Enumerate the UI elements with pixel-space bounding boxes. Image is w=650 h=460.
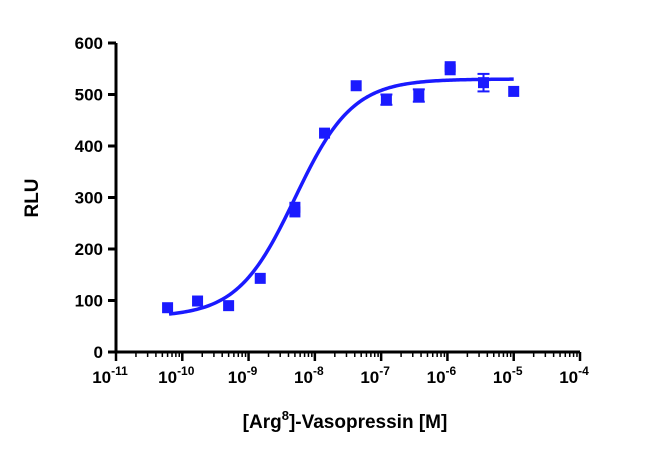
data-point [192,295,204,307]
data-point [413,90,425,102]
y-tick-label: 400 [75,137,103,156]
y-tick-label: 100 [75,292,103,311]
y-tick-label: 600 [75,34,103,53]
x-axis-title: [Arg8]-Vasopressin [M] [243,408,448,433]
y-tick-label: 0 [94,343,103,362]
y-tick-label: 500 [75,86,103,105]
x-tick-label: 10-10 [158,364,195,387]
data-point [508,85,520,97]
x-axis-title-post: ]-Vasopressin [M] [289,412,447,433]
y-tick-label: 200 [75,240,103,259]
y-tick-label: 300 [75,189,103,208]
fit-curve [168,77,514,316]
x-tick-label: 10-8 [294,364,324,387]
x-tick-label: 10-6 [427,364,457,387]
data-point [477,77,489,89]
axes-layer: 0 100 200 300 400 500 600 10-11 10-10 10-9 10-8 10-… [75,34,589,387]
x-axis-title-pre: [Arg [243,412,282,433]
data-point [289,201,301,213]
data-point [162,302,174,314]
data-point [444,61,456,73]
x-axis-title-sup: 8 [282,408,289,423]
x-tick-label: 10-4 [559,364,589,387]
x-tick-label: 10-5 [493,364,523,387]
x-tick-label: 10-7 [360,364,390,387]
x-tick-label: 10-9 [228,364,258,387]
data-point [380,94,392,106]
data-point [319,127,331,139]
data-point [350,80,362,92]
y-axis-title: RLU [22,178,43,217]
data-point [223,300,235,312]
x-tick-label: 10-11 [92,364,128,387]
data-points-layer [162,61,520,314]
fit-curve-layer [168,77,514,316]
data-point [254,272,266,284]
